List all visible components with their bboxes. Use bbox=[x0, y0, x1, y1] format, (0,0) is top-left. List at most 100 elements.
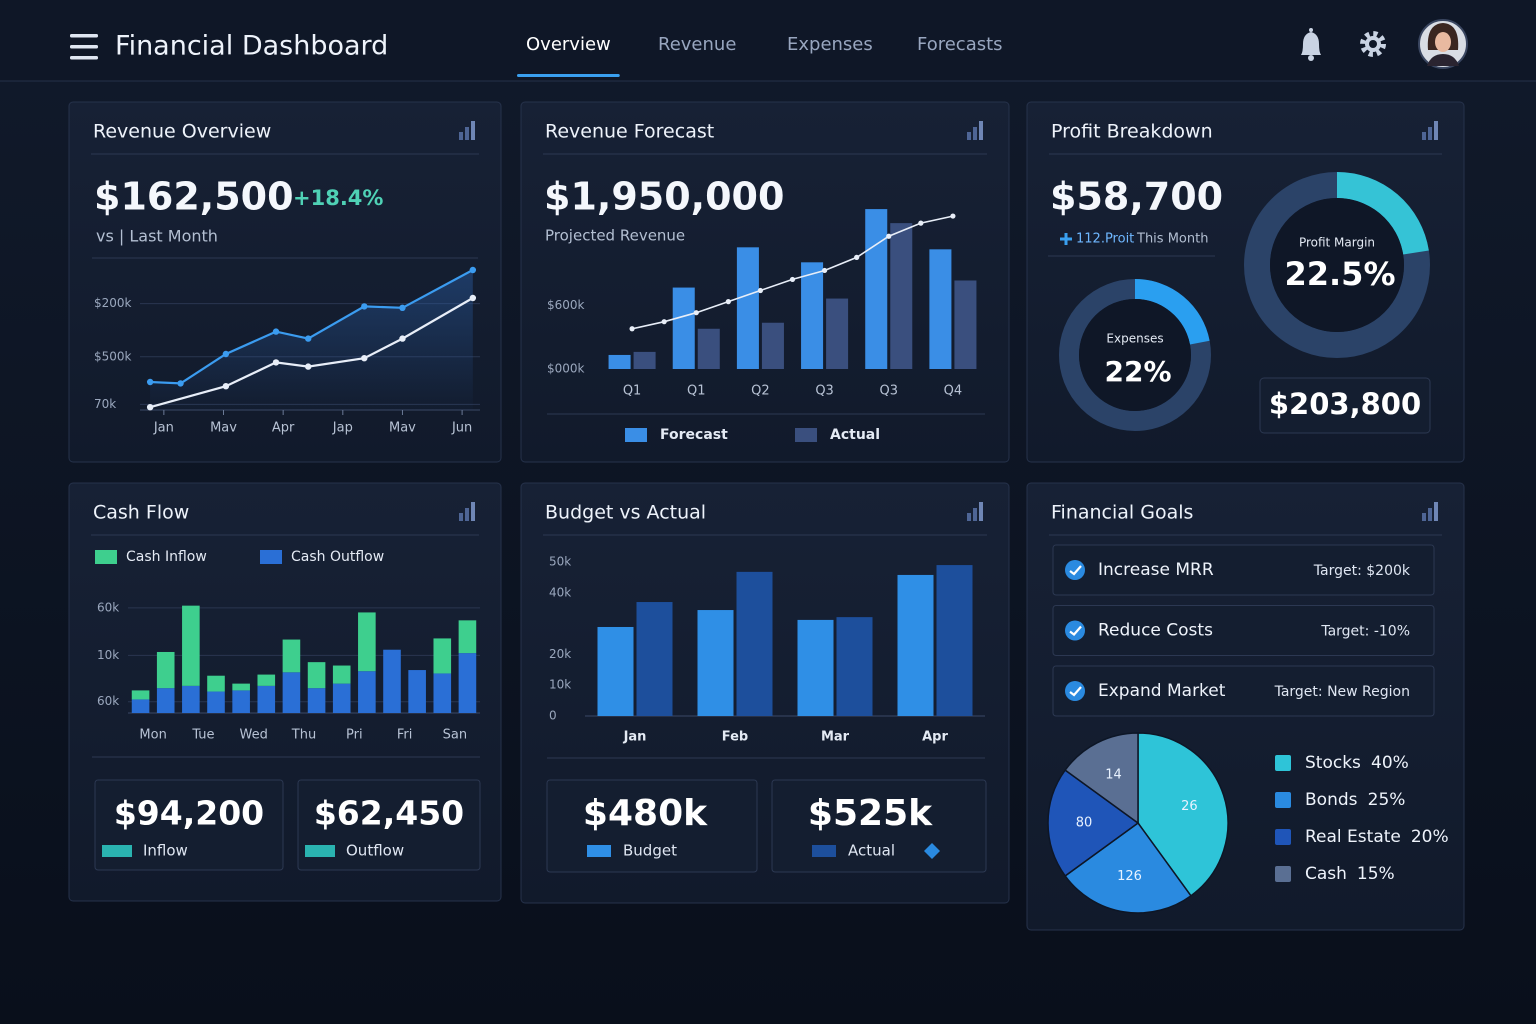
goal-row[interactable] bbox=[1052, 544, 1435, 596]
bar bbox=[929, 249, 952, 369]
bar-segment bbox=[182, 685, 200, 713]
card-menu-icon[interactable] bbox=[471, 502, 475, 521]
card-menu-icon[interactable] bbox=[979, 502, 983, 521]
card-menu-icon[interactable] bbox=[973, 127, 977, 140]
legend-label: Stocks bbox=[1305, 753, 1361, 773]
stat-swatch bbox=[102, 845, 132, 857]
legend-label: Actual bbox=[830, 427, 880, 443]
goal-name: Increase MRR bbox=[1098, 560, 1214, 580]
kpi-change: +18.4% bbox=[293, 186, 383, 210]
line-point bbox=[361, 303, 368, 310]
legend-label: Cash Inflow bbox=[126, 549, 207, 565]
x-tick-label: Wed bbox=[240, 728, 268, 743]
card-menu-icon[interactable] bbox=[1428, 127, 1432, 140]
donut-hole bbox=[1270, 198, 1404, 332]
stat-swatch bbox=[305, 845, 335, 857]
menu-icon[interactable] bbox=[70, 34, 98, 60]
bar-segment bbox=[156, 688, 175, 713]
user-avatar[interactable] bbox=[1418, 19, 1468, 69]
x-tick-label: Mav bbox=[210, 421, 237, 436]
line-point bbox=[305, 363, 312, 370]
goal-check bbox=[1065, 620, 1085, 641]
card-menu-icon[interactable] bbox=[1434, 502, 1438, 521]
x-tick-label: Jun bbox=[451, 421, 472, 436]
nav-active-underline bbox=[517, 74, 620, 77]
line-point bbox=[305, 335, 312, 342]
line-area bbox=[150, 270, 473, 410]
legend-swatch bbox=[625, 428, 647, 442]
card-menu-icon[interactable] bbox=[973, 508, 977, 521]
card-menu-icon[interactable] bbox=[1422, 132, 1426, 140]
bar bbox=[865, 209, 888, 369]
legend-value: 25% bbox=[1368, 790, 1406, 810]
stat-marker bbox=[924, 843, 940, 859]
y-tick-label: 40k bbox=[549, 585, 571, 599]
x-tick-label: Fri bbox=[397, 728, 413, 743]
x-tick-label: Mar bbox=[821, 730, 850, 745]
card-menu-icon[interactable] bbox=[459, 132, 463, 140]
card-menu-icon[interactable] bbox=[459, 513, 463, 521]
legend-swatch bbox=[1275, 866, 1291, 882]
x-tick-label: Tue bbox=[191, 728, 214, 743]
card-menu-icon[interactable] bbox=[471, 121, 475, 140]
card-menu-icon[interactable] bbox=[967, 513, 971, 521]
stat-label: Outflow bbox=[346, 842, 404, 860]
nav-tab[interactable]: Revenue bbox=[658, 34, 736, 55]
bar-segment bbox=[358, 671, 376, 713]
card bbox=[520, 101, 1010, 463]
x-tick-label: Q1 bbox=[687, 384, 706, 399]
nav-tab[interactable]: Forecasts bbox=[917, 34, 1003, 55]
slice-label: 80 bbox=[1076, 816, 1093, 831]
bar bbox=[836, 617, 873, 716]
donut-hole bbox=[1079, 299, 1191, 411]
notification-icon[interactable] bbox=[1301, 28, 1321, 61]
bar-segment bbox=[282, 672, 301, 713]
bar bbox=[826, 298, 849, 369]
bar bbox=[797, 619, 834, 716]
bar bbox=[636, 602, 673, 716]
bar-segment bbox=[257, 674, 276, 686]
stat-box bbox=[297, 779, 481, 871]
line-point bbox=[399, 304, 406, 311]
slice-label: 14 bbox=[1105, 767, 1122, 782]
bar-segment bbox=[458, 620, 477, 654]
bar-segment bbox=[433, 638, 452, 674]
nav-tab[interactable]: Overview bbox=[526, 34, 611, 55]
x-tick-label: Q3 bbox=[815, 384, 834, 399]
x-tick-label: Q1 bbox=[623, 384, 642, 399]
card-title: Revenue Overview bbox=[93, 121, 271, 143]
card-menu-icon[interactable] bbox=[1434, 121, 1438, 140]
trend-point bbox=[757, 287, 764, 294]
line-point bbox=[222, 383, 230, 390]
x-tick-label: Jap bbox=[332, 421, 353, 436]
x-tick-label: Q3 bbox=[879, 384, 898, 399]
donut-label: Expenses bbox=[1106, 332, 1163, 346]
legend-swatch bbox=[1275, 829, 1291, 845]
y-tick-label: 70k bbox=[94, 397, 116, 411]
line-point bbox=[272, 359, 280, 366]
goal-name: Reduce Costs bbox=[1098, 621, 1213, 641]
line-point bbox=[146, 378, 154, 386]
legend-value: 40% bbox=[1371, 753, 1409, 773]
x-tick-label: Q4 bbox=[944, 384, 963, 399]
goal-row[interactable] bbox=[1052, 605, 1435, 656]
card-menu-icon[interactable] bbox=[967, 132, 971, 140]
kpi-value: $1,950,000 bbox=[544, 175, 784, 219]
nav-tab[interactable]: Expenses bbox=[787, 34, 873, 55]
x-tick-label: Feb bbox=[722, 730, 748, 745]
card-title: Revenue Forecast bbox=[545, 121, 714, 143]
x-tick-label: Jan bbox=[623, 730, 647, 745]
line-point bbox=[399, 335, 406, 342]
card-menu-icon[interactable] bbox=[465, 127, 469, 140]
card-menu-icon[interactable] bbox=[1422, 513, 1426, 521]
trend-point bbox=[789, 276, 796, 283]
goal-check bbox=[1065, 560, 1085, 580]
card-menu-icon[interactable] bbox=[465, 508, 469, 521]
settings-icon[interactable] bbox=[1360, 31, 1386, 57]
stat-value: $525k bbox=[808, 793, 933, 834]
card-menu-icon[interactable] bbox=[1428, 508, 1432, 521]
goal-row[interactable] bbox=[1052, 665, 1435, 717]
legend-label: Cash bbox=[1305, 864, 1347, 884]
card-menu-icon[interactable] bbox=[979, 121, 983, 140]
